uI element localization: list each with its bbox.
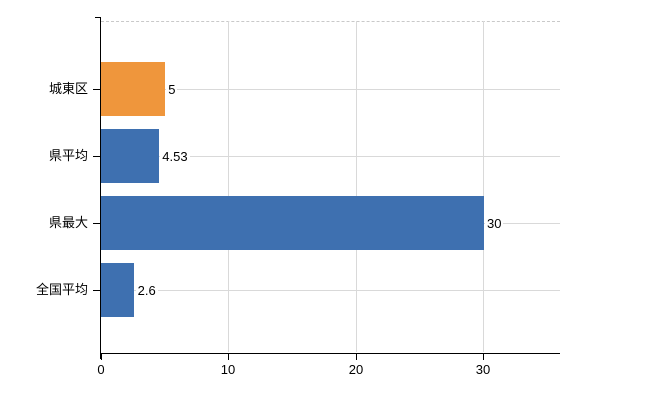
x-tick-label: 0 — [97, 362, 105, 377]
x-axis-tick — [101, 354, 102, 360]
horizontal-gridline — [101, 89, 560, 90]
bar-value-label: 30 — [485, 216, 504, 231]
horizontal-gridline — [101, 156, 560, 157]
category-label: 城東区 — [48, 81, 88, 96]
x-tick-label: 10 — [220, 362, 236, 377]
bar-value-label: 5 — [166, 82, 178, 97]
vertical-gridline — [483, 21, 484, 352]
horizontal-gridline — [101, 290, 560, 291]
category-tick — [93, 223, 100, 224]
y-axis-end-tick — [94, 17, 101, 18]
vertical-gridline — [228, 21, 229, 352]
bar-value-label: 2.6 — [135, 283, 158, 298]
category-tick — [93, 290, 100, 291]
x-tick-label: 30 — [475, 362, 491, 377]
x-axis-line — [100, 353, 560, 354]
x-tick-label: 20 — [348, 362, 364, 377]
x-axis-tick — [356, 354, 357, 360]
category-label: 全国平均 — [35, 282, 88, 297]
bar-value-label: 4.53 — [160, 149, 190, 164]
bar-県最大 — [101, 196, 484, 250]
plot-top-border — [100, 21, 560, 22]
category-tick — [93, 156, 100, 157]
bar-全国平均 — [101, 263, 135, 317]
vertical-gridline — [356, 21, 357, 352]
x-axis-tick — [483, 354, 484, 360]
category-tick — [93, 89, 100, 90]
category-label: 県平均 — [48, 148, 88, 163]
x-axis-tick — [228, 354, 229, 360]
bar-城東区 — [101, 62, 165, 116]
bar-県平均 — [101, 129, 159, 183]
category-label: 県最大 — [48, 215, 88, 230]
y-axis-line — [100, 17, 101, 359]
